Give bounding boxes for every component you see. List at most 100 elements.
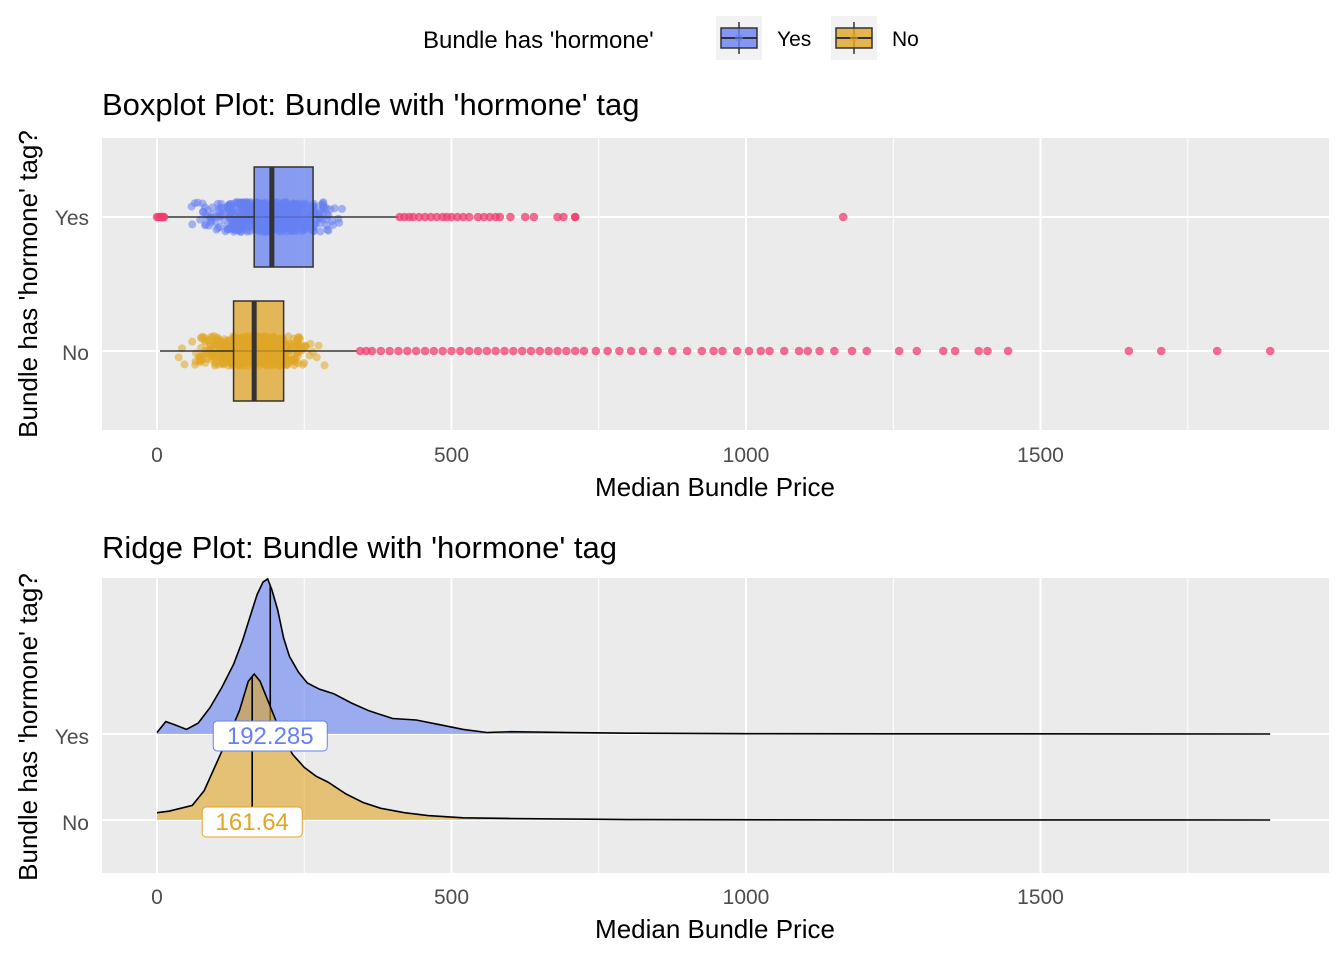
outlier-point	[432, 212, 442, 222]
outlier-point	[447, 212, 456, 222]
outlier-point	[526, 346, 536, 356]
outlier-point	[464, 212, 474, 222]
outlier-point	[1265, 346, 1275, 356]
jitter-point	[329, 221, 338, 230]
ridge-title: Ridge Plot: Bundle with 'hormone' tag	[102, 530, 617, 565]
outlier-point	[426, 212, 436, 222]
jitter-point	[334, 214, 343, 223]
outlier-point	[668, 346, 677, 356]
outlier-point	[367, 346, 377, 356]
outlier-point	[744, 346, 754, 356]
ridge-x-tick-1000: 1000	[723, 886, 770, 909]
jitter-point	[306, 339, 315, 348]
outlier-point	[718, 346, 727, 356]
jitter-point	[294, 332, 303, 341]
outlier-point	[765, 346, 774, 356]
jitter-point	[314, 341, 323, 350]
jitter-point	[211, 357, 220, 366]
outlier-point	[394, 346, 403, 356]
jitter-point	[239, 208, 248, 217]
outlier-point	[553, 212, 562, 222]
ridge-x-tick-1500: 1500	[1017, 886, 1064, 909]
median-label-no: 161.64	[201, 806, 303, 838]
boxplot-x-tick-500: 500	[434, 444, 469, 467]
outlier-point	[447, 346, 456, 356]
median-label-text: 192.285	[227, 723, 314, 750]
outlier-point	[732, 346, 742, 356]
legend: Bundle has 'hormone' Yes No	[423, 16, 919, 60]
legend-key-no	[831, 16, 877, 60]
boxplot-title: Boxplot Plot: Bundle with 'hormone' tag	[102, 87, 639, 122]
boxplot-y-ticks: Yes No	[55, 207, 89, 365]
jitter-point	[291, 343, 300, 352]
jitter-point	[187, 202, 196, 211]
jitter-point	[224, 202, 233, 211]
outlier-point	[420, 346, 430, 356]
jitter-point	[315, 214, 324, 223]
ridge-y-tick-no: No	[62, 812, 89, 835]
outliers-no	[355, 346, 1275, 356]
outlier-point	[974, 346, 983, 356]
outlier-point	[847, 346, 857, 356]
outlier-point	[482, 346, 492, 356]
outlier-point	[509, 346, 518, 356]
box-yes	[253, 166, 314, 268]
outlier-point	[830, 346, 839, 356]
outlier-point	[429, 346, 439, 356]
ridge-area-no	[157, 674, 1271, 820]
jitter-point	[230, 225, 239, 234]
median-label-box	[212, 720, 328, 752]
outlier-point	[838, 212, 848, 222]
outlier-point	[562, 346, 571, 356]
legend-label-yes: Yes	[777, 28, 811, 51]
boxplot-x-tick-0: 0	[151, 444, 163, 467]
outlier-point	[697, 346, 707, 356]
box-no	[232, 300, 285, 402]
jitter-point	[298, 360, 307, 369]
ridge-x-tick-0: 0	[151, 886, 163, 909]
ridge-y-label: Bundle has 'hormone' tag?	[13, 573, 43, 881]
legend-label-no: No	[892, 28, 919, 51]
outlier-point	[420, 212, 430, 222]
outlier-point	[456, 346, 465, 356]
outlier-point	[500, 346, 509, 356]
jitter-point	[200, 333, 209, 342]
jitter-point	[174, 353, 183, 362]
outlier-point	[983, 346, 992, 356]
outlier-point	[506, 212, 515, 222]
outlier-point	[403, 346, 412, 356]
outlier-point	[591, 346, 601, 356]
outlier-point	[570, 212, 580, 222]
outlier-point	[862, 346, 872, 356]
jitter-point	[236, 201, 245, 210]
outlier-point	[626, 346, 636, 356]
outlier-point	[1156, 346, 1166, 356]
jitter-point	[337, 204, 346, 213]
legend-key-yes	[716, 16, 762, 60]
outlier-point	[376, 346, 386, 356]
jitter-point	[211, 218, 220, 227]
legend-title: Bundle has 'hormone'	[423, 27, 654, 54]
outlier-point	[1124, 346, 1134, 356]
jitter-point	[188, 220, 197, 229]
outlier-point	[950, 346, 960, 356]
outlier-point	[517, 346, 527, 356]
outlier-point	[682, 346, 692, 356]
outlier-point	[939, 346, 948, 356]
jitter-point	[180, 360, 189, 369]
jitter-point	[205, 347, 214, 356]
outlier-point	[535, 346, 545, 356]
outlier-point	[756, 346, 766, 356]
outlier-point	[653, 346, 662, 356]
outlier-point	[803, 346, 813, 356]
outlier-point	[529, 212, 539, 222]
outlier-point	[544, 346, 553, 356]
outlier-point	[464, 346, 474, 356]
jitter-point	[218, 211, 227, 220]
outlier-point	[453, 212, 462, 222]
outlier-point	[912, 346, 922, 356]
outlier-point	[1212, 346, 1222, 356]
ridge-y-tick-yes: Yes	[55, 726, 89, 749]
ridge-line-yes	[156, 577, 1271, 735]
